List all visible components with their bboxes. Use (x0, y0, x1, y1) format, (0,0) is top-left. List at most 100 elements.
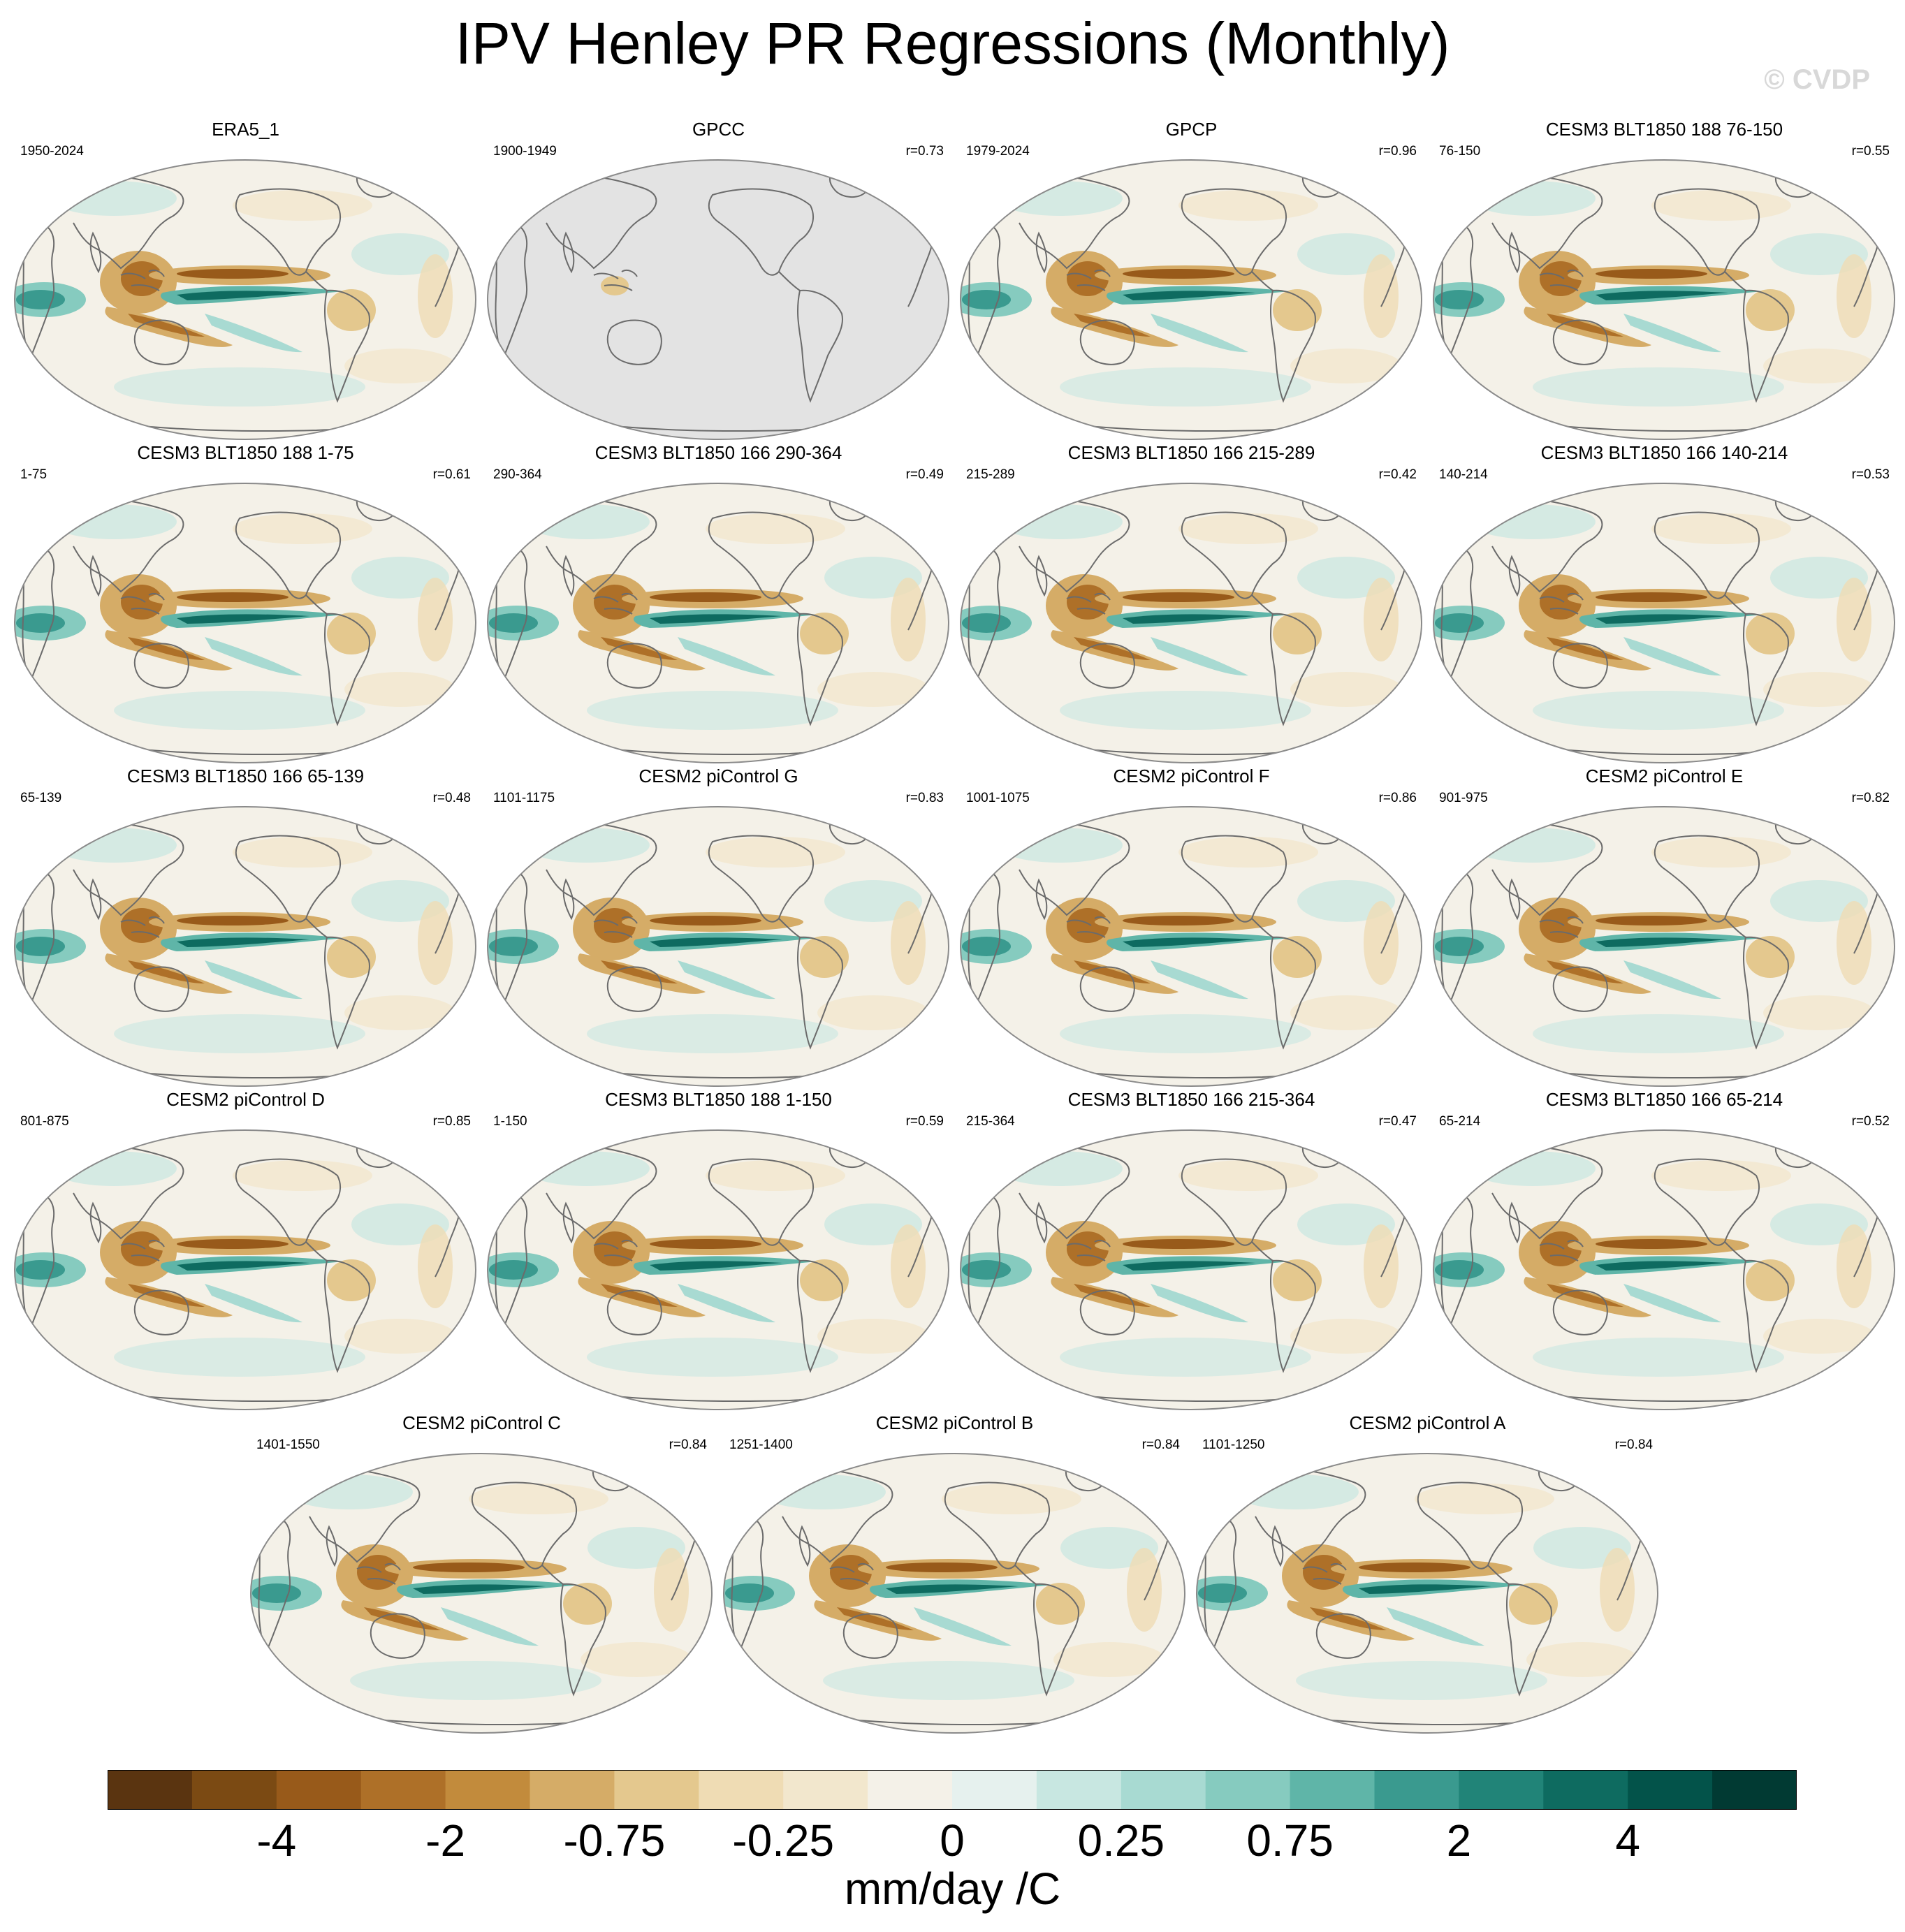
panel-title: GPCC (692, 119, 745, 140)
panel-title: CESM2 piControl C (402, 1412, 561, 1433)
panel-years: 1001-1075 (966, 791, 1030, 805)
panel-title: CESM2 piControl A (1349, 1412, 1506, 1433)
panel-title: CESM2 piControl D (166, 1089, 325, 1110)
colorbar-swatch (1712, 1770, 1797, 1810)
map-panel: CESM3 BLT1850 188 76-150 76-150 r=0.55 (1428, 119, 1901, 440)
world-map (487, 806, 949, 1087)
map-panel: CESM3 BLT1850 166 215-289 215-289 r=0.42 (955, 442, 1428, 763)
panel-years: 1950-2024 (20, 144, 84, 159)
panel-title: CESM2 piControl G (638, 766, 798, 786)
panel-years: 901-975 (1439, 791, 1488, 805)
map-panel: ERA5_1 1950-2024 (9, 119, 482, 440)
panel-title: CESM3 BLT1850 188 76-150 (1545, 119, 1783, 140)
panel-correlation: r=0.96 (1378, 144, 1417, 159)
panel-correlation: r=0.53 (1851, 467, 1890, 482)
panel-title: CESM3 BLT1850 166 215-364 (1067, 1089, 1315, 1110)
panel-title: CESM3 BLT1850 188 1-150 (605, 1089, 832, 1110)
colorbar-swatch (530, 1770, 615, 1810)
panel-years: 1251-1400 (729, 1437, 793, 1452)
panel-title: CESM3 BLT1850 188 1-75 (137, 442, 354, 463)
panel-title: CESM2 piControl E (1585, 766, 1744, 786)
map-panel: CESM2 piControl G 1101-1175 r=0.83 (482, 766, 955, 1087)
colorbar-tick-label: -0.75 (563, 1815, 666, 1866)
panel-title: CESM2 piControl F (1113, 766, 1270, 786)
map-panel: CESM3 BLT1850 188 1-150 1-150 r=0.59 (482, 1089, 955, 1410)
panel-years: 76-150 (1439, 144, 1481, 159)
map-boundary (1433, 806, 1895, 1087)
colorbar-swatch (1205, 1770, 1291, 1810)
panel-title: CESM2 piControl B (875, 1412, 1034, 1433)
panel-correlation: r=0.83 (905, 791, 944, 805)
map-boundary (1196, 1453, 1658, 1734)
panel-correlation: r=0.59 (905, 1114, 944, 1129)
panel-years: 1101-1175 (493, 791, 555, 805)
colorbar-swatch (1543, 1770, 1628, 1810)
panel-years: 215-289 (966, 467, 1015, 482)
map-panel: CESM2 piControl B 1251-1400 r=0.84 (718, 1412, 1191, 1734)
panel-correlation: r=0.84 (1614, 1437, 1653, 1452)
colorbar-tick-label: -0.25 (732, 1815, 835, 1866)
world-map (14, 159, 476, 440)
map-panel: GPCC 1900-1949 r=0.73 (482, 119, 955, 440)
world-map (960, 483, 1422, 763)
world-map (960, 806, 1422, 1087)
map-boundary (487, 1129, 949, 1410)
colorbar-swatch (1290, 1770, 1375, 1810)
map-boundary (487, 806, 949, 1087)
map-panel: CESM2 piControl F 1001-1075 r=0.86 (955, 766, 1428, 1087)
world-map (14, 1129, 476, 1410)
colorbar-swatch (276, 1770, 362, 1810)
colorbar-swatch (614, 1770, 699, 1810)
panel-correlation: r=0.82 (1851, 791, 1890, 805)
map-panel: CESM3 BLT1850 166 215-364 215-364 r=0.47 (955, 1089, 1428, 1410)
map-boundary (1433, 1129, 1895, 1410)
map-boundary (1433, 483, 1895, 763)
world-map (960, 1129, 1422, 1410)
colorbar-swatch (360, 1770, 446, 1810)
map-panel: CESM3 BLT1850 166 65-139 65-139 r=0.48 (9, 766, 482, 1087)
panel-years: 1900-1949 (493, 144, 557, 159)
colorbar-swatch (699, 1770, 784, 1810)
map-panel: CESM3 BLT1850 188 1-75 1-75 r=0.61 (9, 442, 482, 763)
panel-title: CESM3 BLT1850 166 65-139 (126, 766, 365, 786)
map-panel: GPCP 1979-2024 r=0.96 (955, 119, 1428, 440)
panel-years: 1401-1550 (256, 1437, 320, 1452)
map-boundary (960, 1129, 1422, 1410)
map-boundary (723, 1453, 1185, 1734)
panel-correlation: r=0.48 (432, 791, 471, 805)
panel-years: 140-214 (1439, 467, 1488, 482)
world-map (487, 1129, 949, 1410)
map-panel: CESM3 BLT1850 166 65-214 65-214 r=0.52 (1428, 1089, 1901, 1410)
map-boundary (487, 483, 949, 763)
panel-correlation: r=0.84 (1141, 1437, 1180, 1452)
panel-correlation: r=0.55 (1851, 144, 1890, 159)
cvdp-watermark: © CVDP (1764, 64, 1870, 95)
world-map (1433, 159, 1895, 440)
world-map (487, 483, 949, 763)
panel-correlation: r=0.49 (905, 467, 944, 482)
colorbar-swatch (445, 1770, 530, 1810)
colorbar-swatch (1121, 1770, 1206, 1810)
panel-years: 215-364 (966, 1114, 1015, 1129)
world-map (1433, 483, 1895, 763)
colorbar-tick-label: 0 (940, 1815, 965, 1866)
figure-title: IPV Henley PR Regressions (Monthly) (455, 10, 1450, 76)
panel-years: 1-150 (493, 1114, 527, 1129)
panel-years: 1-75 (20, 467, 48, 482)
panel-title: ERA5_1 (212, 119, 279, 140)
panel-title: CESM3 BLT1850 166 215-289 (1067, 442, 1315, 463)
panel-title: CESM3 BLT1850 166 290-364 (594, 442, 842, 463)
colorbar (108, 1770, 1797, 1810)
colorbar-tick-label: -2 (425, 1815, 466, 1866)
map-boundary (250, 1453, 713, 1734)
panel-years: 65-139 (20, 791, 62, 805)
map-boundary (960, 159, 1422, 440)
panel-title: CESM3 BLT1850 166 140-214 (1540, 442, 1788, 463)
map-boundary (487, 159, 949, 440)
map-boundary (14, 159, 476, 440)
colorbar-swatch (1459, 1770, 1544, 1810)
colorbar-swatch (868, 1770, 953, 1810)
colorbar-tick-label: 0.75 (1246, 1815, 1334, 1866)
world-map (723, 1453, 1185, 1734)
colorbar-swatch (783, 1770, 868, 1810)
